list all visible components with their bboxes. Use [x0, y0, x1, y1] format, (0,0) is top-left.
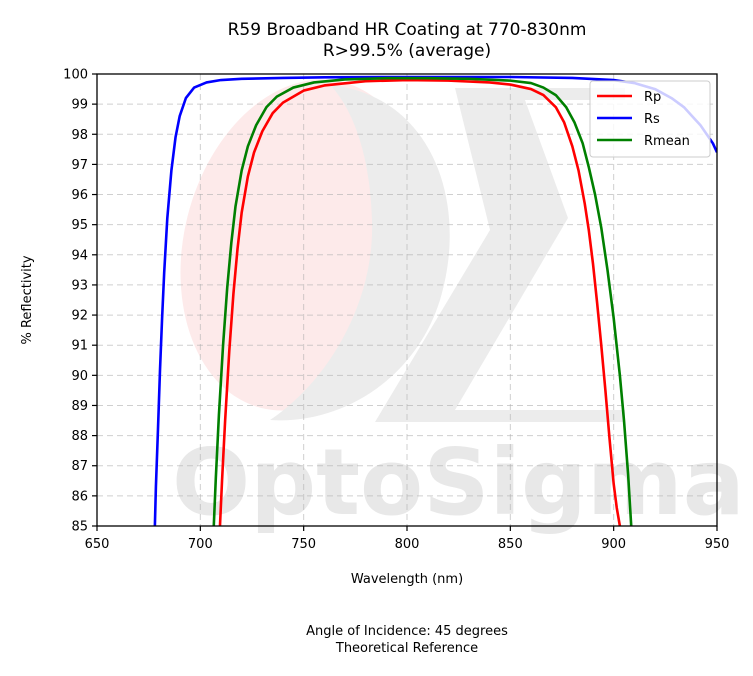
- x-tick-label: 650: [85, 537, 110, 552]
- y-tick-label: 90: [71, 369, 88, 384]
- legend-label-rs: Rs: [644, 112, 660, 127]
- y-tick-label: 94: [71, 248, 88, 263]
- y-tick-label: 87: [71, 459, 88, 474]
- y-tick-label: 88: [71, 429, 88, 444]
- x-tick-label: 700: [188, 537, 213, 552]
- chart-subtitle: R>99.5% (average): [323, 41, 491, 61]
- x-tick-label: 950: [705, 537, 730, 552]
- legend-box: [589, 80, 711, 158]
- x-tick-label: 900: [601, 537, 626, 552]
- y-tick-label: 85: [71, 520, 88, 535]
- y-tick-label: 93: [71, 278, 88, 293]
- series-line-rp: [218, 78, 622, 526]
- y-tick-label: 98: [71, 128, 88, 143]
- annotation-reference: Theoretical Reference: [335, 641, 478, 656]
- y-tick-label: 86: [71, 489, 88, 504]
- y-tick-label: 97: [71, 158, 88, 173]
- y-axis-label: % Reflectivity: [20, 255, 35, 344]
- y-tick-label: 91: [71, 339, 88, 354]
- x-tick-label: 850: [498, 537, 523, 552]
- y-tick-label: 95: [71, 218, 88, 233]
- annotation-angle: Angle of Incidence: 45 degrees: [306, 624, 508, 639]
- y-tick-label: 96: [71, 188, 88, 203]
- x-axis-label: Wavelength (nm): [351, 572, 463, 587]
- y-tick-label: 92: [71, 309, 88, 324]
- y-tick-label: 100: [63, 68, 88, 83]
- series-line-rmean: [212, 76, 633, 526]
- legend-label-rmean: Rmean: [644, 134, 690, 149]
- grid: [97, 74, 717, 526]
- x-axis: 650 700 750 800 850 900 950: [85, 526, 730, 552]
- watermark-grey-swoosh: [270, 85, 450, 421]
- watermark-text: OptoSigma: [172, 429, 745, 536]
- x-tick-label: 750: [291, 537, 316, 552]
- y-axis: 85 86 87 88 89 90 91 92 93 94 95 96 97 98 99 100: [63, 68, 97, 535]
- y-tick-label: 99: [71, 98, 88, 113]
- legend-label-rp: Rp: [644, 90, 661, 105]
- x-tick-label: 800: [395, 537, 420, 552]
- y-tick-label: 89: [71, 399, 88, 414]
- chart-title: R59 Broadband HR Coating at 770-830nm: [228, 20, 587, 40]
- legend: Rp Rs Rmean: [589, 80, 711, 158]
